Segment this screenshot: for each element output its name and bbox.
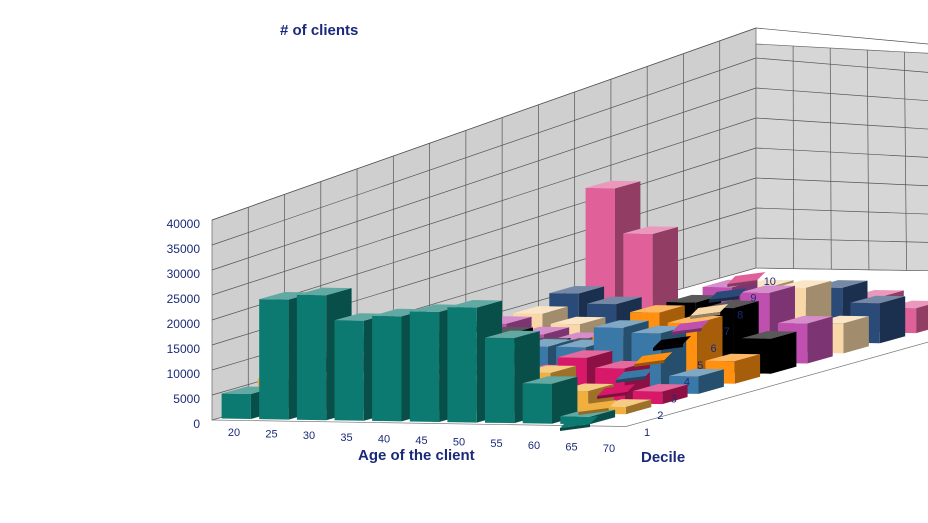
z-tick-label: 30000 xyxy=(167,267,201,281)
grid-line xyxy=(211,117,757,296)
x-tick-label: 60 xyxy=(528,440,540,452)
x-tick-label: 70 xyxy=(603,443,615,455)
grid-line xyxy=(755,87,928,102)
legend-swatch xyxy=(597,384,636,399)
z-tick-label: 40000 xyxy=(167,217,201,231)
y-tick-label: 6 xyxy=(711,343,717,355)
bar xyxy=(522,376,578,424)
z-tick-label: 10000 xyxy=(167,367,201,381)
y-axis-title: Decile xyxy=(641,449,685,466)
z-tick-label: 15000 xyxy=(167,342,201,356)
grid-line xyxy=(211,87,757,271)
grid-line xyxy=(904,51,907,271)
z-tick-label: 20000 xyxy=(167,317,201,331)
grid-line xyxy=(755,207,928,215)
x-tick-label: 55 xyxy=(490,438,502,450)
z-axis-title: # of clients xyxy=(280,22,358,39)
y-tick-label: 9 xyxy=(750,293,756,305)
x-tick-label: 35 xyxy=(340,432,352,444)
y-tick-label: 1 xyxy=(644,427,650,439)
y-tick-label: 3 xyxy=(671,393,677,405)
grid-line xyxy=(755,117,928,130)
grid-line xyxy=(755,57,928,73)
legend-swatch xyxy=(634,352,673,367)
grid-line xyxy=(829,47,832,270)
x-tick-label: 45 xyxy=(415,435,427,447)
grid-line xyxy=(755,237,928,243)
back-wall xyxy=(755,43,928,272)
x-tick-label: 50 xyxy=(453,437,465,449)
grid-line xyxy=(755,177,928,187)
x-tick-label: 65 xyxy=(565,441,577,453)
z-tick-label: 25000 xyxy=(167,292,201,306)
y-tick-label: 2 xyxy=(657,410,663,422)
legend-swatch xyxy=(578,400,617,415)
x-tick-label: 20 xyxy=(228,427,240,439)
legend-swatch xyxy=(708,288,747,303)
bar-group xyxy=(221,180,928,431)
z-tick-label: 35000 xyxy=(167,242,201,256)
y-tick-label: 8 xyxy=(737,309,743,321)
legend-swatch xyxy=(560,416,598,431)
grid-line xyxy=(211,147,757,321)
grid-line xyxy=(866,49,870,270)
legend-swatch xyxy=(653,336,691,351)
x-tick-label: 30 xyxy=(303,430,315,442)
x-tick-label: 40 xyxy=(378,433,390,445)
legend-swatch xyxy=(690,304,729,319)
legend-swatch xyxy=(671,320,710,335)
legend-swatch xyxy=(727,272,766,287)
y-tick-label: 5 xyxy=(697,360,703,372)
legend-swatch xyxy=(615,368,654,383)
grid-line xyxy=(792,45,794,269)
x-axis-title: Age of the client xyxy=(358,447,475,464)
y-tick-label: 4 xyxy=(684,377,690,389)
y-tick-label: 7 xyxy=(724,326,730,338)
x-tick-label: 25 xyxy=(265,429,277,441)
tick-labels: 0 5000 10000 15000 20000 25000 30000 35000 40000… xyxy=(167,217,776,455)
z-tick-label: 5000 xyxy=(173,392,200,406)
z-tick-label: 0 xyxy=(193,417,200,431)
grid-line xyxy=(755,147,928,158)
grid-line xyxy=(211,27,757,221)
grid-line xyxy=(755,27,928,45)
grid-line xyxy=(211,57,757,246)
y-tick-label: 10 xyxy=(764,276,776,288)
